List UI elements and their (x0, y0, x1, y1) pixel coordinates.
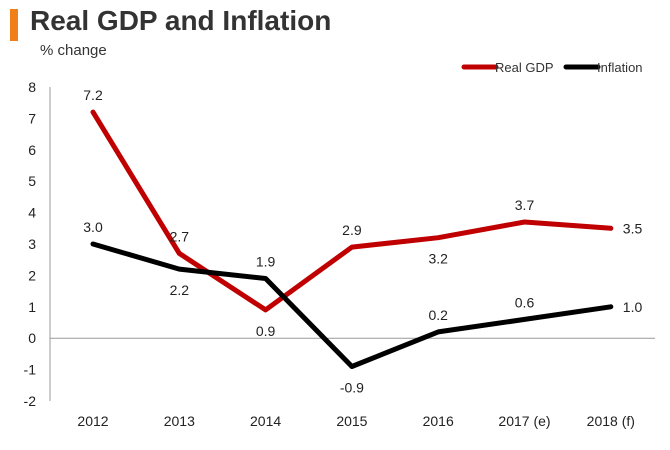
x-tick-label: 2018 (f) (587, 413, 635, 429)
x-tick-label: 2017 (e) (498, 413, 550, 429)
inflation-data-label: 1.0 (623, 299, 643, 315)
real-gdp-data-label: 7.2 (83, 87, 103, 103)
real-gdp-data-label: 3.2 (428, 251, 448, 267)
real-gdp-data-label: 0.9 (256, 323, 276, 339)
x-tick-label: 2013 (164, 413, 195, 429)
x-tick-label: 2016 (423, 413, 454, 429)
y-tick-label: 8 (28, 79, 36, 95)
x-tick-label: 2015 (336, 413, 367, 429)
inflation-data-label: -0.9 (340, 379, 364, 395)
y-tick-label: 3 (28, 236, 36, 252)
real-gdp-line (90, 109, 614, 313)
y-tick-label: 1 (28, 299, 36, 315)
y-tick-label: 0 (28, 330, 36, 346)
real-gdp-data-label: 3.7 (515, 197, 535, 213)
inflation-data-label: 0.6 (515, 294, 535, 310)
y-tick-label: -1 (24, 362, 37, 378)
y-tick-label: 6 (28, 142, 36, 158)
inflation-line (90, 241, 614, 369)
real-gdp-data-label: 2.7 (170, 228, 190, 244)
title-accent-bar (10, 9, 18, 41)
chart-title: Real GDP and Inflation (30, 5, 332, 36)
real-gdp-data-label: 3.5 (623, 220, 643, 236)
y-tick-label: 2 (28, 267, 36, 283)
real-gdp-data-label: 2.9 (342, 222, 362, 238)
y-tick-label: 4 (28, 205, 36, 221)
y-tick-label: 5 (28, 173, 36, 189)
legend-real-gdp-label: Real GDP (495, 60, 554, 75)
y-tick-label: 7 (28, 110, 36, 126)
inflation-data-label: 1.9 (256, 254, 276, 270)
inflation-data-label: 2.2 (170, 282, 190, 298)
legend-inflation-label: Inflation (597, 60, 643, 75)
inflation-data-label: 0.2 (428, 307, 448, 323)
chart-subtitle: % change (40, 42, 107, 59)
x-tick-label: 2012 (77, 413, 108, 429)
y-tick-label: -2 (24, 393, 37, 409)
inflation-data-label: 3.0 (83, 219, 103, 235)
x-tick-label: 2014 (250, 413, 281, 429)
